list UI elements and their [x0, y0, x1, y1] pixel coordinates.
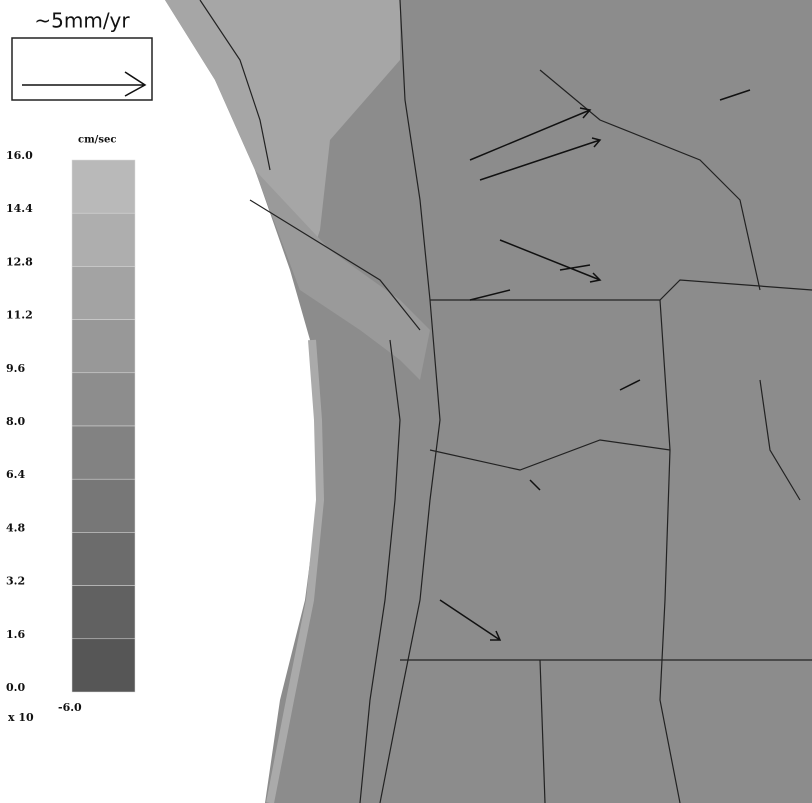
- colorbar-tick-label: 6.4: [6, 468, 25, 481]
- colorbar-band: [72, 373, 135, 426]
- colorbar-band: [72, 266, 135, 319]
- legend-box: [12, 38, 152, 100]
- colorbar-tick-label: 8.0: [6, 415, 25, 428]
- colorbar-band: [72, 586, 135, 639]
- colorbar-band: [72, 160, 135, 213]
- colorbar-tick-label: 3.2: [6, 575, 25, 588]
- colorbar-band: [72, 479, 135, 532]
- colorbar-tick-label: 4.8: [6, 521, 25, 534]
- colorbar-tick-label: 0.0: [6, 681, 25, 694]
- map-figure: ~5mm/yr cm/sec x 10 -6.0 16.0 14.4 12.8 11.…: [0, 0, 812, 803]
- colorbar-band: [72, 320, 135, 373]
- colorbar-band: [72, 426, 135, 479]
- colorbar-tick-label: 11.2: [6, 309, 33, 322]
- colorbar-exponent: -6.0: [58, 701, 82, 714]
- arrow-label: ~5mm/yr: [34, 9, 130, 33]
- colorbar-band: [72, 532, 135, 585]
- colorbar-band: [72, 639, 135, 692]
- colorbar-tick-label: 16.0: [6, 149, 33, 162]
- colorbar-tick-label: 14.4: [6, 202, 33, 215]
- colorbar-tick-label: 12.8: [6, 255, 33, 268]
- colorbar-band: [72, 213, 135, 266]
- colorbar-tick-label: 1.6: [6, 628, 25, 641]
- colorbar-multiplier: x 10: [8, 711, 34, 724]
- colorbar-tick-label: 9.6: [6, 362, 25, 375]
- colorbar-title: cm/sec: [78, 135, 116, 146]
